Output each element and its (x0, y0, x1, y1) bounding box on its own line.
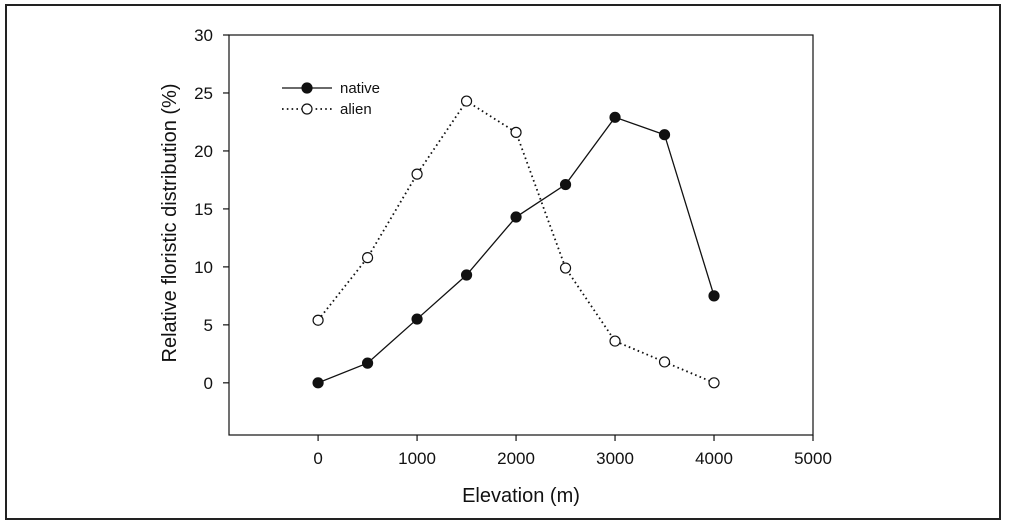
data-point-native (411, 313, 423, 325)
data-point-alien (708, 377, 720, 389)
x-tick-label: 1000 (398, 449, 436, 468)
x-tick-label: 4000 (695, 449, 733, 468)
y-tick-label: 10 (194, 258, 213, 277)
figure-frame (5, 4, 1001, 520)
y-axis-title: Relative floristic distribution (%) (159, 84, 181, 363)
data-point-alien (510, 126, 522, 138)
data-point-alien (658, 356, 671, 368)
y-tick-label: 25 (194, 84, 213, 103)
x-axis-title: Elevation (m) (462, 485, 580, 507)
data-point-alien (361, 252, 374, 264)
data-point-native (312, 377, 324, 389)
y-tick-label: 15 (194, 200, 213, 219)
x-tick-label: 5000 (794, 449, 832, 468)
x-tick-label: 2000 (497, 449, 535, 468)
legend-label-native: native (340, 80, 380, 97)
data-point-native (708, 290, 720, 302)
data-point-alien (460, 95, 473, 107)
legend-label-alien: alien (340, 101, 372, 118)
data-point-alien (609, 335, 621, 347)
legend-marker-native (301, 82, 313, 94)
x-tick-label: 0 (313, 449, 322, 468)
data-point-native (510, 211, 522, 223)
legend: native alien (282, 80, 380, 118)
data-point-native (559, 178, 572, 191)
data-point-native (361, 357, 374, 369)
data-point-alien (312, 314, 324, 326)
data-point-native (609, 111, 621, 123)
data-point-alien (411, 168, 423, 180)
y-tick-label: 20 (194, 142, 213, 161)
legend-marker-alien (301, 103, 313, 115)
y-tick-label: 5 (204, 316, 213, 335)
y-tick-label: 30 (194, 26, 213, 45)
data-point-native (658, 129, 671, 141)
y-tick-label: 0 (204, 374, 213, 393)
series-line-alien (317, 99, 715, 384)
x-tick-label: 3000 (596, 449, 634, 468)
series-group (312, 95, 720, 389)
data-point-alien (559, 262, 572, 274)
data-point-native (460, 269, 473, 281)
series-line-native (317, 116, 715, 384)
axis-ticks: 0 1000 2000 3000 4000 5000 0 5 10 15 20 25 30 (194, 26, 832, 468)
plot-area (228, 34, 814, 436)
